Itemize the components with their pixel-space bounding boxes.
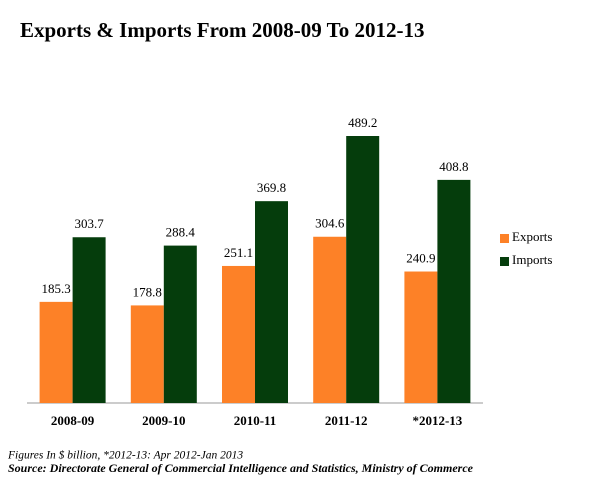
- bar: [72, 237, 106, 403]
- x-tick-label: *2012-13: [412, 413, 462, 428]
- legend-label: Imports: [512, 252, 552, 267]
- value-label: 185.3: [41, 281, 70, 296]
- bar: [437, 179, 471, 403]
- value-label: 369.8: [257, 180, 286, 195]
- bar: [163, 245, 197, 403]
- bar: [130, 305, 164, 403]
- note: Figures In $ billion, *2012-13: Apr 2012…: [7, 449, 243, 462]
- bar: [222, 265, 255, 403]
- value-label: 288.4: [166, 225, 196, 240]
- legend-label: Exports: [512, 229, 552, 244]
- x-tick-label: 2009-10: [142, 413, 185, 428]
- bar: [346, 136, 380, 403]
- value-label: 304.6: [315, 216, 345, 231]
- bar: [39, 301, 73, 403]
- value-label: 178.8: [133, 284, 162, 299]
- value-label: 251.1: [224, 245, 253, 260]
- bar: [255, 201, 288, 403]
- source: Source: Directorate General of Commercia…: [8, 461, 474, 475]
- bar: [313, 236, 347, 403]
- value-label: 240.9: [406, 251, 435, 266]
- x-tick-label: 2010-11: [234, 413, 277, 428]
- x-tick-label: 2008-09: [51, 413, 95, 428]
- value-label: 408.8: [439, 159, 468, 174]
- bar: [404, 271, 438, 403]
- chart-title: Exports & Imports From 2008-09 To 2012-1…: [20, 18, 424, 42]
- legend-swatch: [500, 257, 509, 266]
- legend-swatch: [500, 234, 509, 243]
- value-label: 303.7: [74, 216, 104, 231]
- value-label: 489.2: [348, 115, 377, 130]
- x-tick-label: 2011-12: [325, 413, 368, 428]
